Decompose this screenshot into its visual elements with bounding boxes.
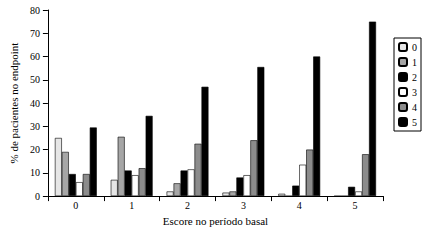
svg-text:40: 40 (30, 98, 40, 109)
svg-text:30: 30 (30, 121, 40, 132)
svg-text:10: 10 (30, 167, 40, 178)
svg-text:0: 0 (35, 191, 40, 202)
svg-text:1: 1 (129, 200, 134, 211)
svg-text:5: 5 (353, 200, 358, 211)
svg-text:4: 4 (412, 102, 417, 113)
svg-text:70: 70 (30, 28, 40, 39)
svg-text:5: 5 (412, 117, 417, 128)
svg-text:2: 2 (185, 200, 190, 211)
svg-text:0: 0 (412, 42, 417, 53)
svg-text:Escore no período basal: Escore no período basal (163, 215, 268, 227)
svg-text:4: 4 (297, 200, 302, 211)
svg-text:60: 60 (30, 51, 40, 62)
svg-text:20: 20 (30, 144, 40, 155)
svg-text:2: 2 (412, 72, 417, 83)
svg-text:0: 0 (73, 200, 78, 211)
svg-text:3: 3 (412, 87, 417, 98)
svg-text:1: 1 (412, 57, 417, 68)
svg-text:3: 3 (241, 200, 246, 211)
svg-text:% de pacientes no endpoint: % de pacientes no endpoint (8, 43, 20, 164)
svg-text:80: 80 (30, 5, 40, 16)
svg-text:50: 50 (30, 74, 40, 85)
